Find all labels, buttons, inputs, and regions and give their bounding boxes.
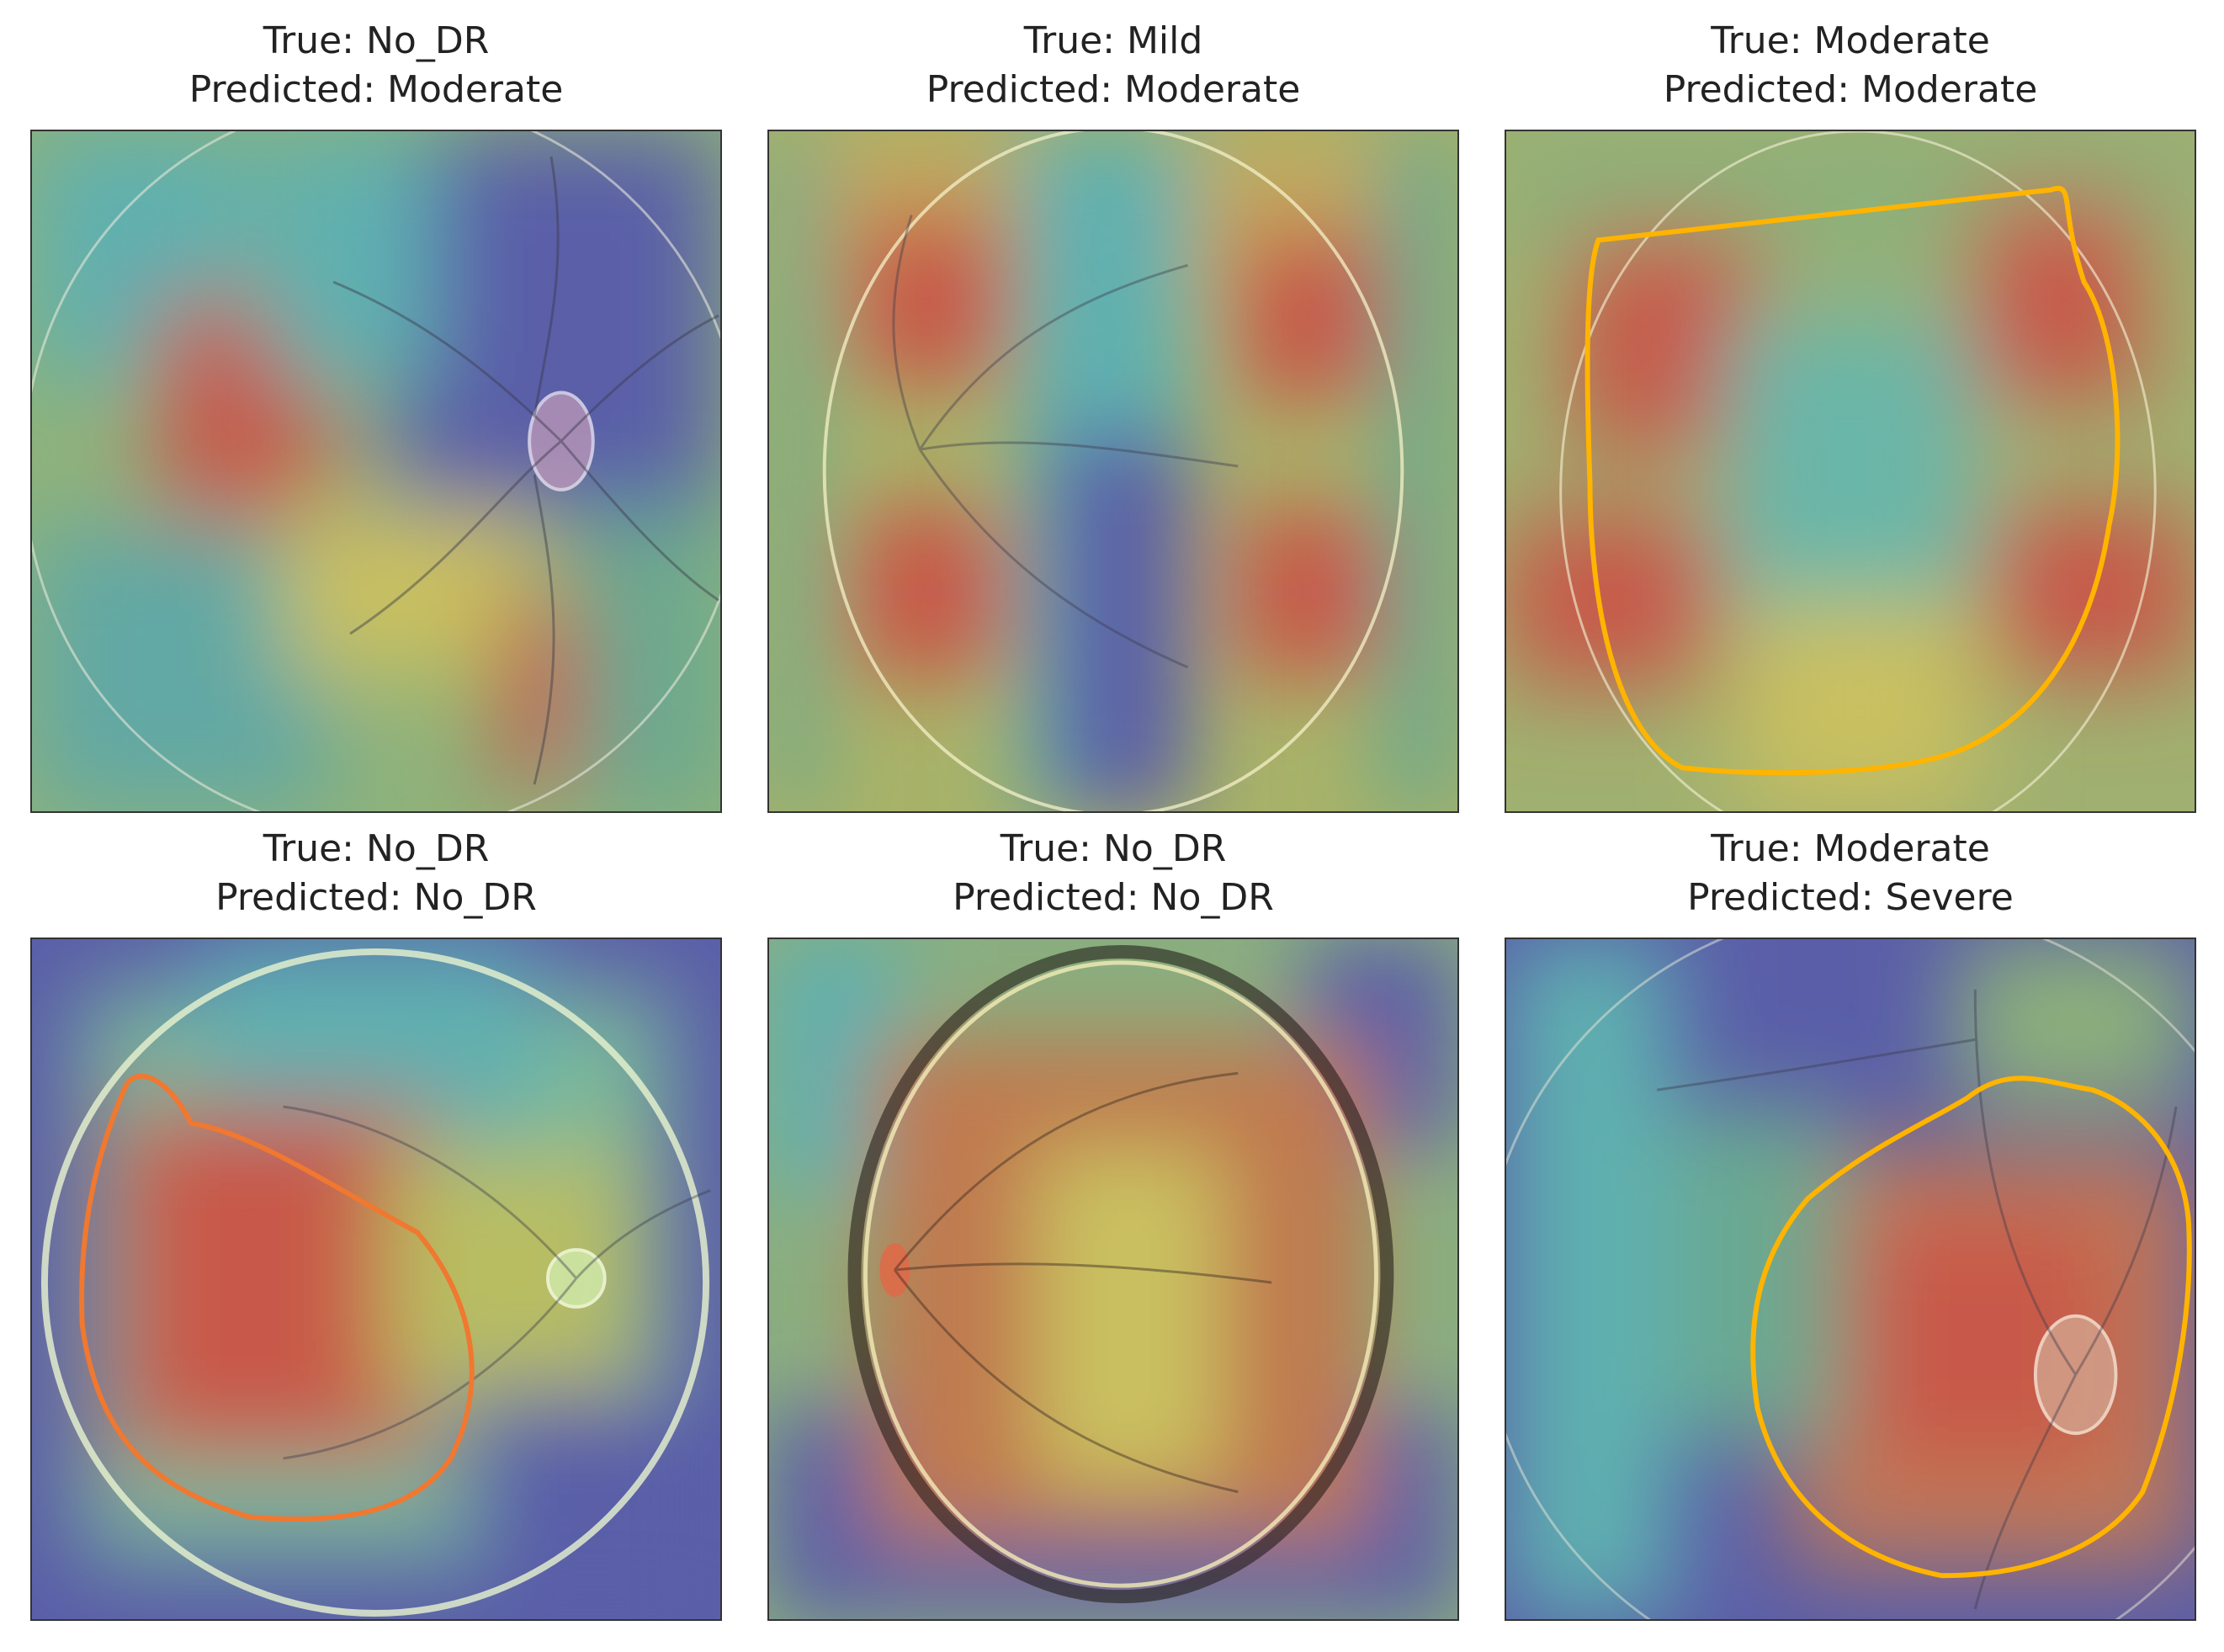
predicted-label: Predicted: Moderate xyxy=(188,68,564,111)
gradcam-fundus-image xyxy=(1505,130,2196,813)
panel-title: True: Moderate Predicted: Severe xyxy=(1505,825,2196,922)
true-label: True: Mild xyxy=(1023,19,1203,62)
panel-title: True: Moderate Predicted: Moderate xyxy=(1505,17,2196,114)
true-label: True: No_DR xyxy=(1000,827,1227,870)
panel-title: True: No_DR Predicted: Moderate xyxy=(30,17,722,114)
gradcam-fundus-image xyxy=(30,938,722,1621)
predicted-label: Predicted: Moderate xyxy=(1663,68,2038,111)
predicted-label: Predicted: Moderate xyxy=(926,68,1301,111)
true-label: True: Moderate xyxy=(1711,827,1990,870)
predicted-label: Predicted: No_DR xyxy=(215,876,537,919)
panel-title: True: Mild Predicted: Moderate xyxy=(767,17,1459,114)
gradcam-fundus-image xyxy=(767,938,1459,1621)
panel-title: True: No_DR Predicted: No_DR xyxy=(30,825,722,922)
true-label: True: No_DR xyxy=(263,827,490,870)
true-label: True: No_DR xyxy=(263,19,490,62)
true-label: True: Moderate xyxy=(1711,19,1990,62)
highlight-contour xyxy=(1750,1076,2192,1579)
gradcam-fundus-image xyxy=(30,130,722,813)
panel-title: True: No_DR Predicted: No_DR xyxy=(767,825,1459,922)
gradcam-fundus-image xyxy=(1505,938,2196,1621)
highlight-contour xyxy=(79,1073,475,1522)
predicted-label: Predicted: Severe xyxy=(1687,876,2014,919)
gradcam-fundus-image xyxy=(767,130,1459,813)
highlight-contour xyxy=(1584,185,2120,776)
predicted-label: Predicted: No_DR xyxy=(953,876,1274,919)
